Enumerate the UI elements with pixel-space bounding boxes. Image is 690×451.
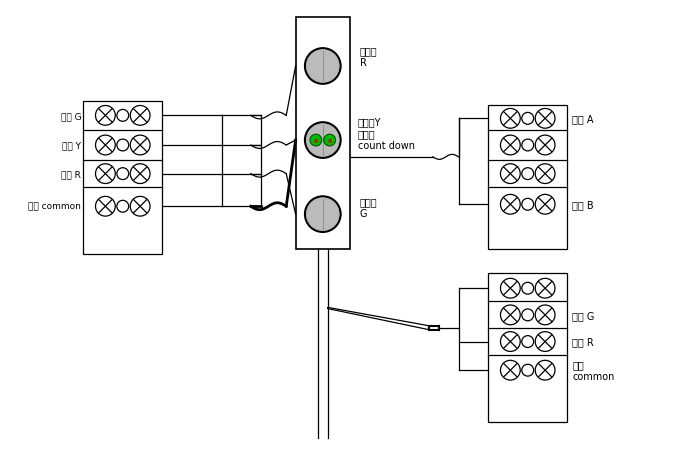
Circle shape [305,197,341,232]
Text: 绿满盘
G: 绿满盘 G [359,197,377,219]
Circle shape [500,136,520,156]
Bar [489,106,567,249]
Circle shape [522,283,533,295]
Text: 绿灯 G: 绿灯 G [61,111,81,120]
Circle shape [117,140,129,152]
Text: 通讯 A: 通讯 A [572,114,593,124]
Circle shape [535,279,555,299]
Text: 黄满盘Y
倒计时
count down: 黄满盘Y 倒计时 count down [358,117,415,151]
Circle shape [117,201,129,213]
Text: 绿人 G: 绿人 G [572,310,595,320]
Bar [83,101,162,254]
Circle shape [130,136,150,156]
Text: 红灯 R: 红灯 R [61,170,81,179]
Text: 8: 8 [314,138,318,143]
Circle shape [522,113,533,125]
Circle shape [306,51,339,83]
Text: 8: 8 [328,138,332,143]
Circle shape [130,197,150,216]
Circle shape [535,136,555,156]
Circle shape [117,168,129,180]
Circle shape [95,106,115,126]
Circle shape [535,165,555,184]
Circle shape [310,135,322,147]
Text: 黄灯 Y: 黄灯 Y [62,141,81,150]
Circle shape [500,360,520,380]
Circle shape [522,336,533,348]
Circle shape [324,135,335,147]
Circle shape [535,109,555,129]
Text: 公共
common: 公共 common [572,359,615,381]
Bar [295,18,350,249]
Circle shape [535,195,555,215]
Circle shape [305,49,341,85]
Circle shape [500,195,520,215]
Text: 公共 common: 公共 common [28,202,81,211]
Circle shape [522,364,533,376]
Circle shape [500,305,520,325]
Circle shape [117,110,129,122]
Circle shape [306,124,339,157]
Circle shape [95,165,115,184]
Circle shape [535,360,555,380]
Circle shape [522,168,533,180]
Circle shape [535,332,555,352]
Circle shape [500,279,520,299]
Text: 红人 R: 红人 R [572,337,594,347]
Circle shape [306,198,339,231]
Circle shape [305,123,341,159]
Circle shape [500,332,520,352]
Circle shape [130,106,150,126]
Circle shape [500,109,520,129]
Circle shape [522,140,533,152]
Text: 红满盘
R: 红满盘 R [359,46,377,68]
Circle shape [522,199,533,211]
Circle shape [95,136,115,156]
Circle shape [130,165,150,184]
Circle shape [500,165,520,184]
Text: 通讯 B: 通讯 B [572,200,594,210]
Circle shape [95,197,115,216]
Circle shape [535,305,555,325]
Circle shape [522,309,533,321]
Bar [489,274,567,422]
